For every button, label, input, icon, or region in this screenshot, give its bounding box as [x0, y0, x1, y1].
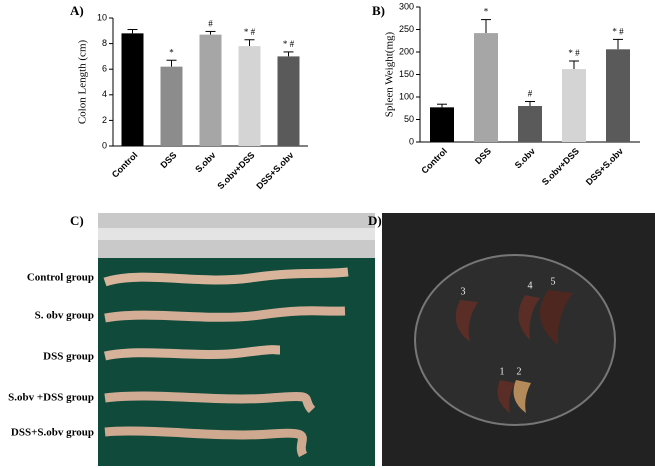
significance-label: * #: [568, 48, 580, 58]
x-tick-label: Control: [110, 150, 140, 180]
y-tick-label: 4: [102, 89, 107, 99]
spleen-photo: [382, 213, 655, 466]
y-tick-label: 0: [102, 140, 107, 150]
y-tick-label: 6: [102, 64, 107, 74]
colon: [104, 391, 316, 414]
y-tick-label: 300: [399, 1, 414, 11]
spleen-number: 1: [500, 366, 505, 377]
group-label: DSS group: [43, 351, 94, 363]
significance-label: * #: [612, 26, 624, 36]
bar: [606, 49, 630, 142]
spleen-number: 2: [517, 366, 522, 377]
y-tick-label: 100: [399, 91, 414, 101]
significance-label: *: [484, 7, 489, 17]
group-label: S. obv group: [35, 310, 94, 322]
y-tick-label: 250: [399, 24, 414, 34]
x-tick-label: Control: [419, 146, 449, 176]
spleen: [513, 380, 531, 413]
bar: [562, 69, 586, 142]
group-label: S.obv +DSS group: [8, 392, 94, 404]
y-tick-label: 0: [409, 136, 414, 146]
x-tick-label: S.obv+DSS: [540, 146, 581, 187]
colon: [104, 306, 346, 323]
significance-label: #: [208, 19, 213, 29]
bar: [238, 46, 261, 146]
bar: [474, 33, 498, 142]
spleen: [455, 300, 478, 342]
colon: [104, 426, 308, 458]
x-tick-label: DSS: [473, 146, 493, 166]
x-tick-label: DSS: [158, 150, 178, 170]
spleen: [497, 380, 515, 413]
bar: [430, 107, 454, 142]
group-label: Control group: [27, 272, 94, 284]
significance-label: #: [528, 89, 533, 99]
x-tick-label: S.obv: [513, 146, 537, 170]
spleen: [540, 290, 573, 345]
ruler-scale: [98, 228, 375, 240]
y-tick-label: 150: [399, 69, 414, 79]
y-tick-label: 50: [404, 114, 414, 124]
bar: [199, 34, 222, 146]
x-tick-label: S.obv: [193, 150, 217, 174]
panel-label: A): [70, 3, 84, 18]
bar: [121, 33, 144, 146]
x-tick-label: S.obv+DSS: [215, 150, 256, 191]
group-label: DSS+S.obv group: [11, 427, 94, 439]
colon: [103, 267, 349, 287]
significance-label: *: [169, 47, 174, 57]
spleen-number: 5: [551, 276, 556, 287]
colon-photo: [98, 213, 375, 466]
y-tick-label: 10: [97, 12, 107, 22]
y-tick-label: 200: [399, 46, 414, 56]
x-tick-label: DSS+S.obv: [584, 146, 625, 187]
panel-label: D): [368, 213, 382, 228]
x-tick-label: DSS+S.obv: [254, 150, 295, 191]
significance-label: * #: [283, 39, 295, 49]
y-axis-label: Spleen Weight(mg): [384, 31, 396, 117]
spleen: [518, 295, 540, 340]
y-tick-label: 8: [102, 38, 107, 48]
bar: [160, 66, 183, 146]
significance-label: * #: [244, 27, 256, 37]
colon: [104, 345, 281, 361]
spleen-number: 3: [461, 286, 466, 297]
bar: [518, 106, 542, 142]
y-tick-label: 2: [102, 115, 107, 125]
bar: [277, 56, 300, 146]
y-axis-label: Colon Length (cm): [77, 40, 89, 125]
panel-label: C): [70, 213, 84, 228]
panel-label: B): [372, 3, 385, 18]
spleen-number: 4: [528, 280, 533, 291]
